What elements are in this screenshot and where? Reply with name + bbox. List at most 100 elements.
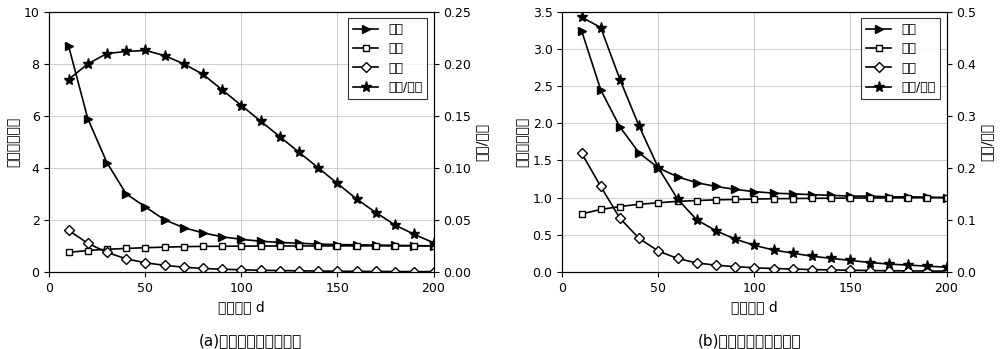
- 自感: [408, 244, 420, 248]
- 互感/内阻: [768, 248, 780, 252]
- 内阻: [370, 243, 382, 247]
- Line: 自感: 自感: [65, 243, 437, 256]
- 自感: [178, 245, 190, 249]
- 互感: [63, 228, 75, 232]
- 内阻: [576, 28, 588, 32]
- 互感: [729, 265, 741, 269]
- 自感: [691, 199, 703, 203]
- 自感: [921, 195, 933, 200]
- 自感: [729, 197, 741, 201]
- 内阻: [197, 231, 209, 235]
- 互感/内阻: [274, 135, 286, 139]
- Line: 内阻: 内阻: [577, 26, 951, 202]
- 内阻: [768, 191, 780, 195]
- Line: 互感/内阻: 互感/内阻: [576, 12, 952, 273]
- 互感: [787, 267, 799, 271]
- 互感/内阻: [825, 256, 837, 260]
- Text: (b)线圈参数受铝板影响: (b)线圈参数受铝板影响: [698, 334, 802, 349]
- 互感/内阻: [672, 197, 684, 201]
- 自感: [748, 197, 760, 201]
- 自感: [101, 247, 113, 251]
- 自感: [82, 248, 94, 253]
- 内阻: [941, 195, 953, 200]
- 互感: [633, 236, 645, 240]
- 内阻: [389, 243, 401, 247]
- 互感: [748, 266, 760, 270]
- 自感: [197, 244, 209, 248]
- 自感: [576, 212, 588, 216]
- 互感/内阻: [691, 218, 703, 222]
- 互感/内阻: [652, 166, 664, 170]
- 互感: [389, 269, 401, 274]
- 互感/内阻: [293, 150, 305, 154]
- 互感: [197, 266, 209, 270]
- 互感/内阻: [864, 260, 876, 265]
- 互感/内阻: [883, 262, 895, 266]
- 互感/内阻: [428, 241, 440, 245]
- 自感: [652, 201, 664, 205]
- 内阻: [883, 195, 895, 199]
- 互感/内阻: [921, 264, 933, 268]
- 互感: [159, 263, 171, 267]
- 自感: [614, 205, 626, 209]
- X-axis label: 传输距离 d: 传输距离 d: [731, 300, 778, 314]
- Legend: 内阻, 自感, 互感, 互感/内阻: 内阻, 自感, 互感, 互感/内阻: [348, 18, 427, 99]
- 内阻: [710, 184, 722, 188]
- 互感: [864, 268, 876, 273]
- 自感: [312, 244, 324, 248]
- 自感: [825, 196, 837, 200]
- 互感/内阻: [633, 124, 645, 128]
- 互感/内阻: [748, 243, 760, 247]
- 内阻: [216, 235, 228, 239]
- 互感: [235, 268, 247, 272]
- 自感: [768, 196, 780, 201]
- 内阻: [864, 194, 876, 198]
- Line: 互感: 互感: [65, 227, 437, 275]
- 内阻: [120, 192, 132, 196]
- 内阻: [825, 193, 837, 198]
- 互感: [178, 265, 190, 269]
- 内阻: [82, 117, 94, 121]
- 互感: [883, 269, 895, 273]
- 内阻: [691, 181, 703, 185]
- 内阻: [293, 241, 305, 245]
- 内阻: [902, 195, 914, 199]
- 互感/内阻: [370, 210, 382, 215]
- X-axis label: 传输距离 d: 传输距离 d: [218, 300, 265, 314]
- 互感: [595, 184, 607, 188]
- 内阻: [351, 243, 363, 247]
- 自感: [710, 198, 722, 202]
- 互感: [370, 269, 382, 274]
- Line: 互感/内阻: 互感/内阻: [63, 45, 439, 248]
- 互感: [806, 267, 818, 272]
- 互感/内阻: [312, 166, 324, 170]
- 互感: [255, 268, 267, 272]
- 互感/内阻: [787, 251, 799, 255]
- 互感: [672, 257, 684, 261]
- 自感: [216, 244, 228, 248]
- 互感: [652, 249, 664, 253]
- 互感/内阻: [216, 88, 228, 92]
- 互感: [408, 269, 420, 274]
- Legend: 内阻, 自感, 互感, 互感/内阻: 内阻, 自感, 互感, 互感/内阻: [861, 18, 940, 99]
- 内阻: [331, 243, 343, 247]
- 互感/内阻: [63, 77, 75, 82]
- 互感: [293, 269, 305, 273]
- 互感/内阻: [844, 258, 856, 262]
- 互感/内阻: [576, 15, 588, 19]
- 互感/内阻: [82, 62, 94, 66]
- 内阻: [235, 237, 247, 242]
- 互感/内阻: [101, 51, 113, 55]
- 互感/内阻: [139, 48, 151, 52]
- 内阻: [729, 187, 741, 192]
- Text: (a)线圈参数受铁板影响: (a)线圈参数受铁板影响: [198, 334, 302, 349]
- 互感/内阻: [595, 25, 607, 30]
- 互感/内阻: [255, 119, 267, 123]
- Y-axis label: 互感/内阻: 互感/内阻: [979, 123, 993, 161]
- 自感: [370, 244, 382, 248]
- 互感/内阻: [235, 103, 247, 107]
- 内阻: [428, 244, 440, 248]
- 内阻: [844, 194, 856, 198]
- 互感: [614, 216, 626, 221]
- 互感: [921, 269, 933, 273]
